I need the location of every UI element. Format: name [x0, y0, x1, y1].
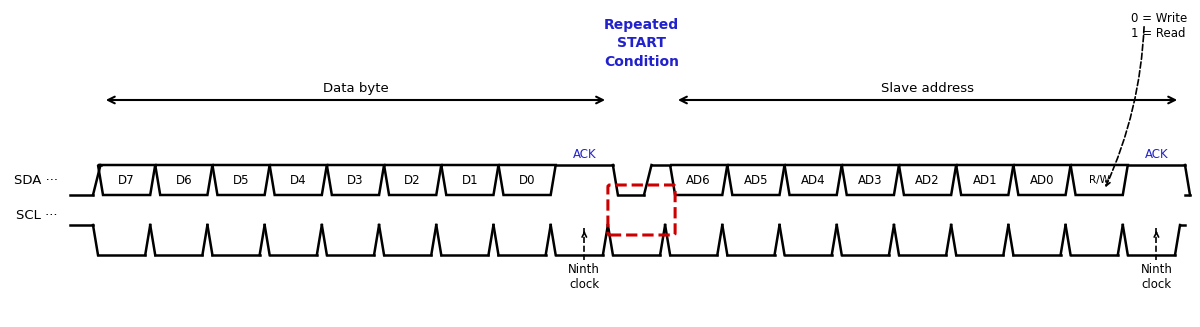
Text: Data byte: Data byte: [323, 82, 389, 95]
Text: Ninth
clock: Ninth clock: [569, 263, 600, 291]
Text: D1: D1: [462, 174, 478, 186]
Text: AD3: AD3: [858, 174, 882, 186]
Text: Repeated
START
Condition: Repeated START Condition: [604, 18, 679, 69]
Text: D6: D6: [175, 174, 192, 186]
Text: R/W: R/W: [1088, 175, 1110, 185]
Text: SCL ···: SCL ···: [17, 209, 58, 222]
Text: ACK: ACK: [572, 148, 596, 161]
Text: ACK: ACK: [1145, 148, 1169, 161]
Text: AD2: AD2: [916, 174, 940, 186]
Text: D4: D4: [290, 174, 306, 186]
Text: AD1: AD1: [972, 174, 997, 186]
Text: 0 = Write
1 = Read: 0 = Write 1 = Read: [1132, 12, 1187, 40]
Text: D3: D3: [347, 174, 364, 186]
Text: AD6: AD6: [686, 174, 712, 186]
Text: Ninth
clock: Ninth clock: [1140, 263, 1172, 291]
Text: AD4: AD4: [800, 174, 826, 186]
Text: D5: D5: [233, 174, 250, 186]
Text: D2: D2: [404, 174, 421, 186]
Text: SDA ···: SDA ···: [14, 174, 58, 186]
Text: D0: D0: [518, 174, 535, 186]
Text: D7: D7: [119, 174, 134, 186]
Text: AD0: AD0: [1030, 174, 1055, 186]
Text: AD5: AD5: [744, 174, 768, 186]
Text: Slave address: Slave address: [881, 82, 974, 95]
